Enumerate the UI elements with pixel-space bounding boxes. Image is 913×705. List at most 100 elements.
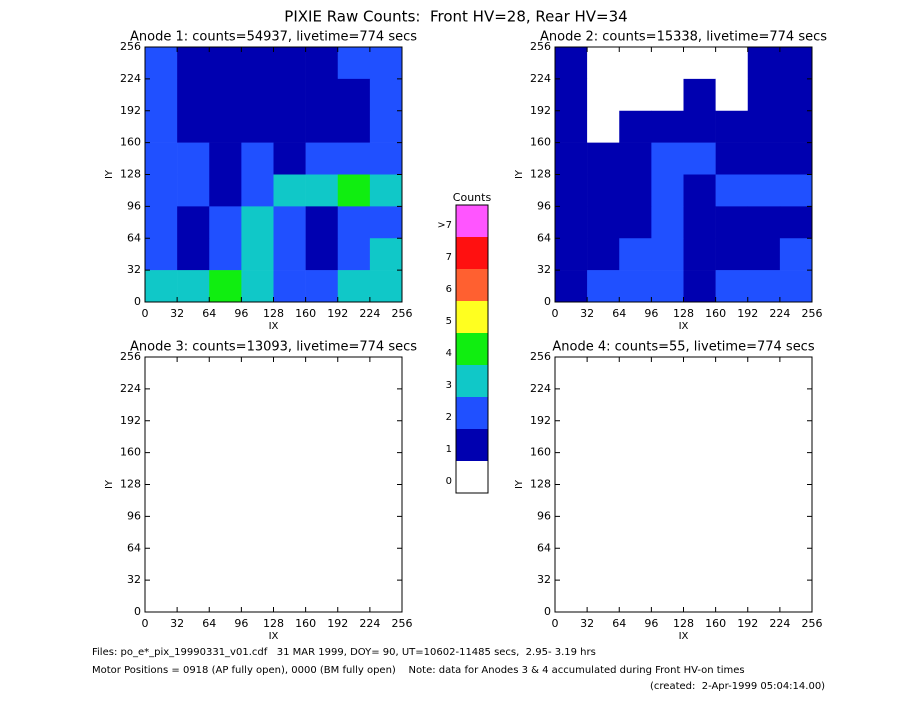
panel-title: Anode 3: counts=13093, livetime=774 secs — [130, 340, 417, 355]
x-tick-label: 192 — [327, 307, 348, 320]
heatmap-cell — [145, 580, 178, 613]
heatmap-cell — [369, 580, 403, 613]
heatmap-cell — [555, 484, 588, 517]
heatmap-cell — [715, 110, 749, 143]
heatmap-cell — [209, 484, 242, 517]
heatmap-cell — [651, 357, 684, 390]
colorbar-label: 6 — [446, 284, 452, 295]
heatmap-cell — [587, 270, 620, 303]
heatmap-cell — [587, 110, 620, 143]
heatmap-cell — [683, 452, 716, 485]
heatmap-cell — [209, 174, 242, 207]
x-tick-label: 160 — [705, 307, 726, 320]
y-tick-label: 160 — [120, 136, 141, 149]
y-axis-label: IY — [514, 169, 525, 179]
heatmap-cell — [369, 516, 403, 549]
heatmap-cell — [305, 357, 339, 390]
x-tick-label: 224 — [359, 307, 380, 320]
heatmap-cell — [779, 206, 813, 239]
heatmap-cell — [619, 78, 652, 112]
heatmap-cell — [683, 174, 716, 207]
y-tick-label: 256 — [530, 40, 551, 53]
heatmap-cell — [209, 357, 242, 390]
heatmap-cell — [145, 388, 178, 422]
heatmap-cell — [209, 142, 242, 175]
heatmap-cell — [305, 548, 339, 581]
heatmap-cell — [273, 357, 306, 390]
heatmap-cell — [715, 174, 749, 207]
y-tick-label: 256 — [120, 350, 141, 363]
heatmap-cell — [683, 388, 716, 422]
heatmap-cell — [177, 238, 210, 271]
heatmap-cell — [555, 174, 588, 207]
heatmap-cell — [587, 388, 620, 422]
heatmap-cell — [555, 206, 588, 239]
heatmap-cell — [747, 452, 781, 485]
heatmap-cell — [209, 206, 242, 239]
heatmap-cell — [619, 516, 652, 549]
heatmap-cell — [337, 142, 371, 175]
heatmap-cell — [683, 516, 716, 549]
heatmap-cell — [369, 484, 403, 517]
heatmap-cell — [747, 142, 781, 175]
footer-line: (created: 2-Apr-1999 05:04:14.00) — [650, 681, 825, 692]
x-tick-label: 128 — [673, 617, 694, 630]
x-tick-label: 64 — [612, 307, 626, 320]
x-tick-label: 0 — [552, 617, 559, 630]
heatmap-cell — [145, 452, 178, 485]
heatmap-cell — [273, 452, 306, 485]
figure-title: PIXIE Raw Counts: Front HV=28, Rear HV=3… — [284, 8, 627, 26]
heatmap-cell — [683, 47, 716, 80]
heatmap-cell — [619, 548, 652, 581]
heatmap-cell — [273, 548, 306, 581]
heatmap-cell — [145, 110, 178, 143]
x-tick-label: 64 — [202, 307, 216, 320]
heatmap-cell — [305, 580, 339, 613]
heatmap-cell — [337, 270, 371, 303]
heatmap-cell — [177, 110, 210, 143]
colorbar-swatch — [456, 333, 488, 365]
heatmap-cell — [241, 516, 274, 549]
heatmap-cell — [747, 238, 781, 271]
heatmap-cell — [305, 270, 339, 303]
heatmap-cell — [619, 238, 652, 271]
heatmap-cell — [619, 174, 652, 207]
heatmap-cell — [337, 388, 371, 422]
heatmap-cell — [747, 420, 781, 453]
heatmap-cell — [747, 388, 781, 422]
y-tick-label: 256 — [530, 350, 551, 363]
heatmap-cell — [587, 420, 620, 453]
heatmap-cell — [337, 516, 371, 549]
x-tick-label: 224 — [769, 617, 790, 630]
heatmap-cell — [779, 47, 813, 80]
heatmap-cell — [241, 420, 274, 453]
heatmap-cell — [305, 516, 339, 549]
heatmap-cell — [209, 270, 242, 303]
y-tick-label: 32 — [537, 263, 551, 276]
heatmap-cell — [619, 206, 652, 239]
heatmap-cell — [305, 110, 339, 143]
heatmap-cell — [651, 580, 684, 613]
colorbar-label: 3 — [446, 380, 452, 391]
y-tick-label: 224 — [530, 72, 551, 85]
heatmap-cell — [779, 388, 813, 422]
heatmap-cell — [555, 388, 588, 422]
y-tick-label: 192 — [530, 104, 551, 117]
heatmap-cell — [715, 388, 749, 422]
heatmap-cell — [587, 357, 620, 390]
heatmap-cell — [587, 580, 620, 613]
heatmap-cell — [619, 484, 652, 517]
heatmap-cell — [715, 580, 749, 613]
heatmap-cell — [779, 270, 813, 303]
heatmap-cell — [619, 270, 652, 303]
heatmap-cell — [619, 420, 652, 453]
heatmap-cell — [209, 110, 242, 143]
panel-title: Anode 4: counts=55, livetime=774 secs — [552, 340, 814, 355]
heatmap-cell — [683, 357, 716, 390]
heatmap-cell — [747, 516, 781, 549]
heatmap-cell — [779, 516, 813, 549]
heatmap-cell — [209, 238, 242, 271]
colorbar-swatch — [456, 301, 488, 333]
heatmap-cell — [619, 452, 652, 485]
heatmap-cell — [177, 452, 210, 485]
